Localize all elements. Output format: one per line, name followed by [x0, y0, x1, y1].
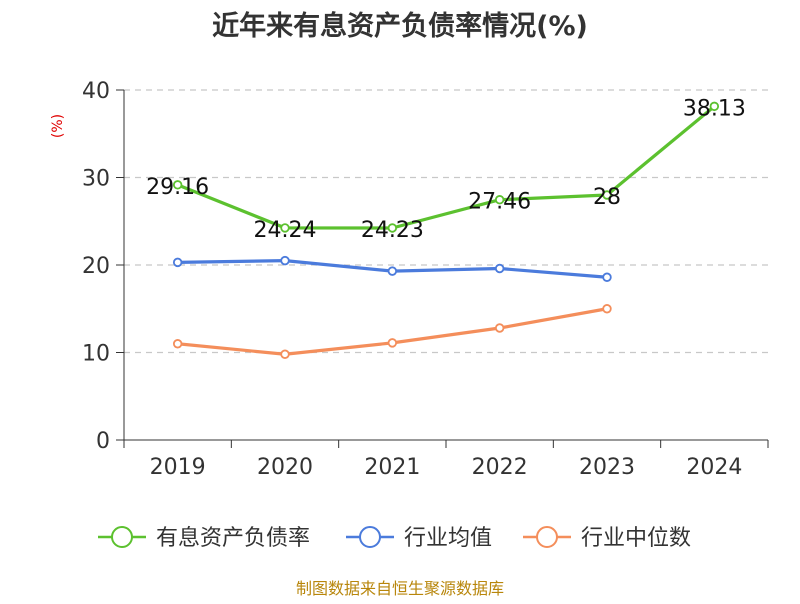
data-point — [602, 190, 612, 200]
source-note: 制图数据来自恒生聚源数据库 — [296, 579, 504, 598]
y-tick-label: 10 — [82, 342, 110, 367]
legend-label: 有息资产负债率 — [156, 526, 310, 551]
legend: 有息资产负债率 行业均值 行业中位数 — [98, 526, 691, 551]
data-point — [172, 257, 183, 268]
data-label: 28 — [593, 185, 621, 210]
data-label: 38.13 — [683, 96, 746, 121]
data-label: 24.24 — [254, 218, 317, 243]
grid-lines — [124, 89, 768, 354]
data-point — [602, 304, 612, 314]
legend-item: 行业均值 — [346, 526, 492, 551]
series-line — [176, 104, 716, 230]
data-point — [387, 266, 398, 276]
x-tick-label: 2019 — [150, 455, 206, 480]
legend-item: 行业中位数 — [523, 526, 691, 551]
y-tick-label: 0 — [96, 429, 110, 454]
x-tick-label: 2022 — [472, 455, 528, 480]
data-point — [172, 339, 183, 349]
data-point — [494, 323, 505, 333]
data-point — [387, 338, 398, 348]
y-tick-label: 30 — [82, 167, 110, 192]
data-label: 24.23 — [361, 218, 424, 243]
axes: 0 10 20 30 40 2019 2020 2021 2022 2023 2024 — [82, 79, 769, 480]
legend-marker-swatch — [111, 526, 133, 548]
legend-label: 行业均值 — [404, 526, 492, 551]
x-tick-label: 2023 — [579, 455, 635, 480]
y-tick-label: 40 — [82, 79, 110, 104]
legend-marker-swatch — [536, 526, 558, 548]
legend-marker-swatch — [359, 526, 381, 548]
legend-label: 行业中位数 — [581, 526, 691, 551]
data-point — [172, 180, 183, 190]
legend-item: 有息资产负债率 — [98, 526, 310, 551]
x-tick-label: 2024 — [686, 455, 742, 480]
y-axis-unit-label: (%) — [50, 114, 66, 138]
series-layer — [172, 101, 720, 359]
chart-title: 近年来有息资产负债率情况(%) — [212, 10, 588, 42]
data-labels: 29.16 24.24 24.23 27.46 28 38.13 — [146, 96, 746, 243]
data-label: 29.16 — [146, 175, 209, 200]
x-tick-label: 2020 — [257, 455, 313, 480]
data-point — [709, 101, 720, 112]
data-label: 27.46 — [468, 190, 531, 215]
data-point — [602, 272, 612, 282]
data-point — [387, 223, 398, 233]
data-point — [494, 195, 505, 205]
data-point — [280, 349, 290, 359]
y-tick-label: 20 — [82, 254, 110, 279]
data-point — [280, 255, 290, 266]
data-point — [280, 223, 290, 233]
data-point — [494, 263, 505, 274]
x-tick-label: 2021 — [364, 455, 420, 480]
